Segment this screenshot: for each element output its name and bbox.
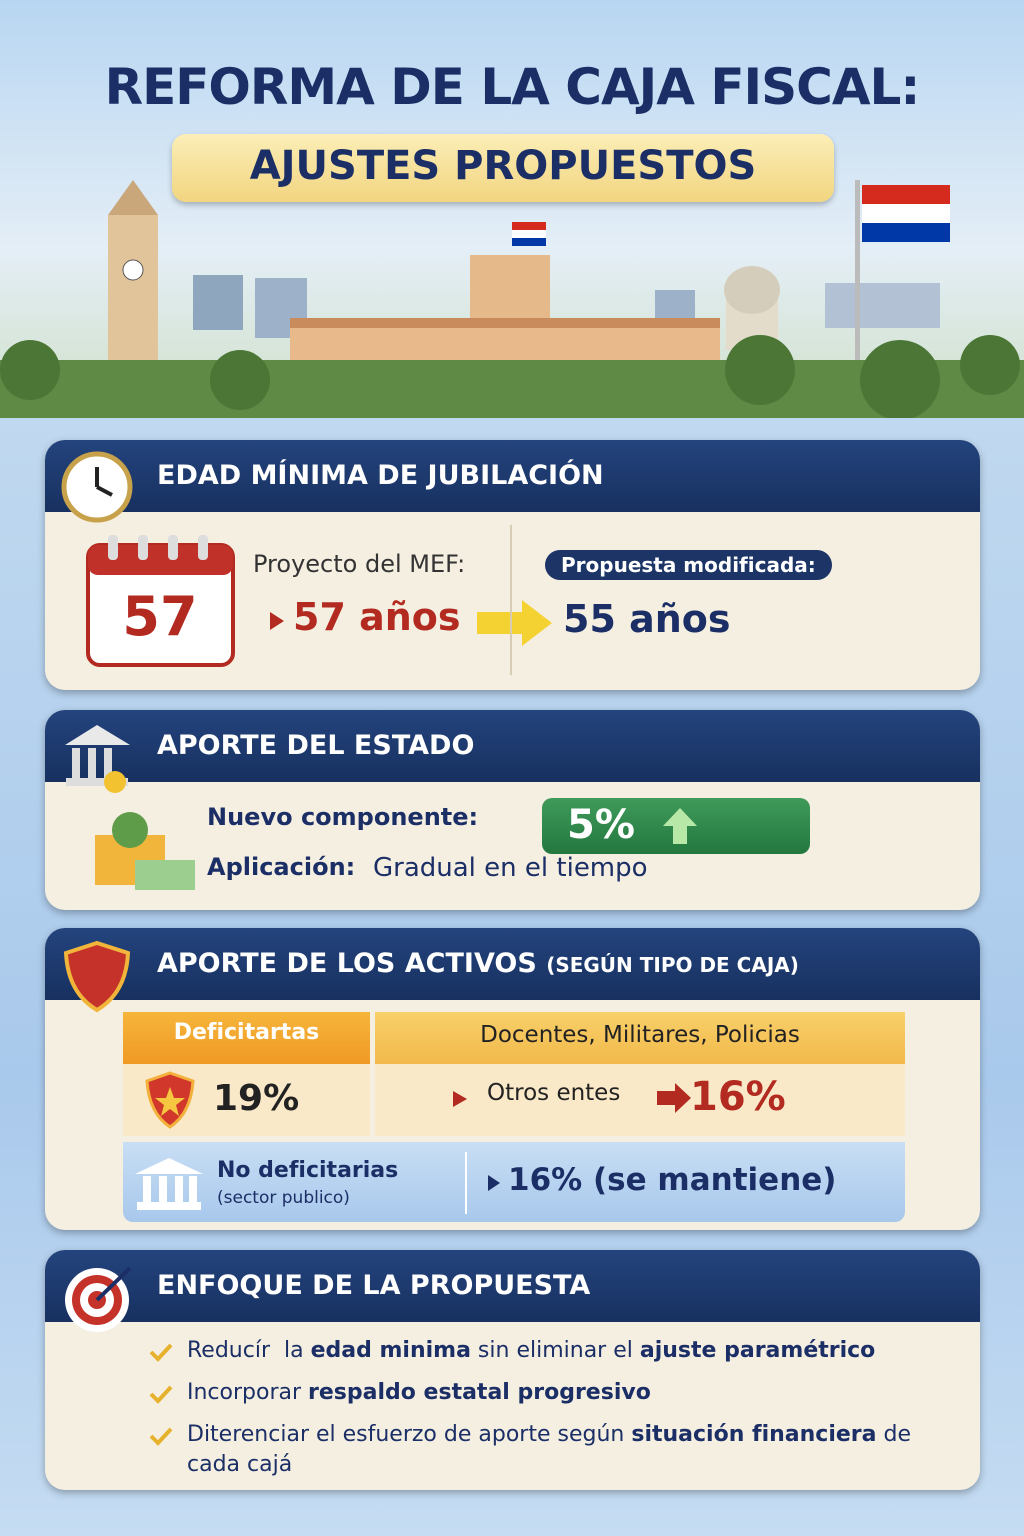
target-icon [65,1266,132,1332]
arrow [477,600,552,646]
item-bold: ajuste paramétrico [639,1338,876,1363]
deficit-groups: Docentes, Militares, Policias [480,1022,800,1048]
clock-icon [61,451,133,523]
bullet [488,1175,500,1191]
card-title-note: (SEGÚN TIPO DE CAJA) [546,953,799,977]
shield-icon [63,940,131,1013]
card-title: APORTE DE LOS ACTIVOS (SEGÚN TIPO DE CAJ… [157,948,799,979]
item: Incorporar respaldo estatal progresivo [145,1378,945,1408]
card-title: EDAD MÍNIMA DE JUBILACIÓN [157,460,604,491]
money-icon [95,812,195,890]
deficit-header: Deficitartas [173,1020,320,1045]
component-value: 5% [567,802,635,848]
non-deficit-label: No deficitarias [217,1158,399,1183]
item-text: Diterenciar el esfuerzo de aporte según [187,1422,632,1447]
card-title: ENFOQUE DE LA PROPUESTA [157,1270,591,1301]
card-enfoque: ENFOQUE DE LA PROPUESTA Reducír la edad … [45,1250,980,1490]
item-text: sin eliminar el [470,1338,640,1363]
card-header [45,440,980,512]
bank-icon [135,1158,203,1210]
calendar-icon [86,535,235,667]
item-text: Incorporar [187,1380,309,1405]
star-shield [145,1071,195,1129]
check [149,1343,173,1362]
groups-header-bg [375,1012,905,1064]
deficit-header-bg [123,1012,370,1064]
component-label: Nuevo componente: [207,803,479,831]
item: Diterenciar el esfuerzo de aporte según … [145,1420,945,1480]
subtitle: AJUSTES PROPUESTOS [249,143,757,189]
item-bold: situación financiera [631,1422,877,1447]
red-arrow [657,1083,691,1113]
calendar-number: 57 [122,585,198,648]
item-text: de cada cajá [187,1422,919,1477]
up-arrow [663,808,697,844]
non-deficit-row [123,1142,905,1222]
title: REFORMA DE LA CAJA FISCAL: [104,58,921,116]
deficit-value: 19% [213,1078,300,1119]
others-value: 16% [690,1074,786,1120]
divider [465,1152,467,1214]
divider [510,525,512,675]
modified-value: 55 años [563,597,731,641]
others-label: Otros entes [487,1080,621,1106]
item-bold: edad minima [310,1338,471,1363]
bullet [270,612,284,630]
card-estado: APORTE DEL ESTADO Nuevo componente: 5% A… [45,710,980,910]
application-label: Aplicación: [207,853,356,881]
card-header [45,1250,980,1322]
non-deficit-note: (sector publico) [217,1188,350,1208]
check [149,1427,173,1446]
item-bold: respaldo estatal progresivo [308,1380,651,1405]
mef-value: 57 años [293,595,461,639]
application-value: Gradual en el tiempo [373,853,648,883]
subtitle-box [172,134,834,202]
non-deficit-value: 16% (se mantiene) [508,1162,837,1198]
bullet [453,1091,467,1107]
modified-label: Propuesta modificada: [545,550,832,580]
card-edad: EDAD MÍNIMA DE JUBILACIÓN 57 Proyecto de… [45,440,980,690]
check [149,1385,173,1404]
item-list: Reducír la edad minima sin eliminar el a… [145,1322,945,1480]
skyline [0,180,1024,420]
card-title-main: APORTE DE LOS ACTIVOS [157,948,537,979]
hero [0,0,1024,420]
mef-label: Proyecto del MEF: [253,550,466,578]
card-title: APORTE DEL ESTADO [157,730,475,761]
bank-icon [65,725,130,793]
item: Reducír la edad minima sin eliminar el a… [145,1336,945,1366]
item-text: Reducír la [187,1338,311,1363]
card-header [45,928,980,1000]
card-activos: APORTE DE LOS ACTIVOS (SEGÚN TIPO DE CAJ… [45,928,980,1230]
card-header [45,710,980,782]
